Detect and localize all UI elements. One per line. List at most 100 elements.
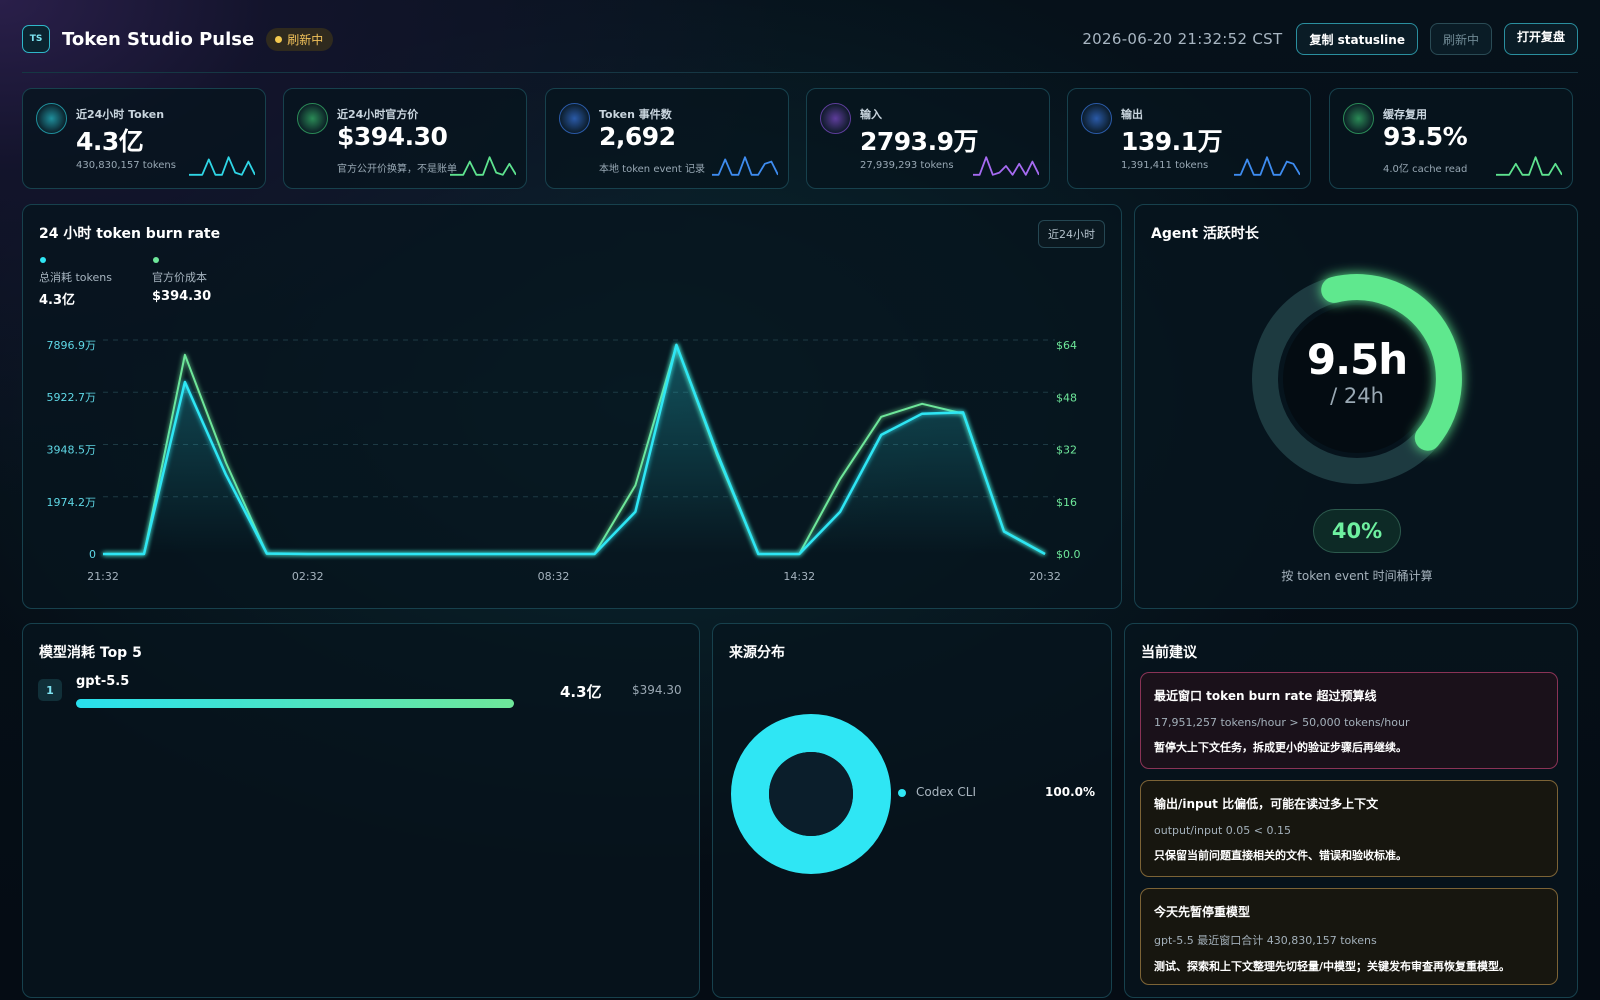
model-share-bar [76, 699, 514, 708]
stat-label: 输入 [860, 108, 882, 121]
sparkline [1496, 156, 1562, 176]
advice-action: 只保留当前问题直接相关的文件、错误和验收标准。 [1154, 849, 1407, 862]
sparkline [973, 156, 1039, 176]
stat-label: 输出 [1121, 108, 1143, 121]
model-name: gpt-5.5 [76, 674, 130, 689]
app-title: Token Studio Pulse [62, 28, 255, 50]
legend-cost-dot [153, 257, 159, 263]
cache-icon [1343, 103, 1374, 134]
y-right-tick-label: $32 [1056, 444, 1077, 457]
donut-hole [769, 752, 853, 836]
active-hours-value: 9.5h [1306, 335, 1408, 384]
cost-icon [297, 103, 328, 134]
copy-statusline-button[interactable]: 复制 statusline [1296, 23, 1418, 55]
refresh-button[interactable]: 刷新中 [1429, 23, 1492, 55]
stat-sub: 本地 token event 记录 [599, 164, 705, 175]
stat-label: 近24小时官方价 [337, 108, 419, 121]
model-tokens: 4.3亿 [560, 683, 602, 701]
stat-sub: 1,391,411 tokens [1121, 160, 1209, 171]
donut-slice-codex-cli [731, 714, 891, 874]
x-tick-label: 08:32 [538, 570, 570, 583]
legend-cost-label: 官方价成本 [152, 271, 207, 284]
advice-card-context[interactable]: 输出/input 比偏低，可能在读过多上下文 output/input 0.05… [1140, 780, 1558, 877]
advice-title: 当前建议 [1141, 645, 1197, 661]
advice-metric: 17,951,257 tokens/hour > 50,000 tokens/h… [1154, 716, 1410, 729]
models-title: 模型消耗 Top 5 [39, 645, 142, 661]
y-right-tick-label: $64 [1056, 339, 1077, 352]
range-chip[interactable]: 近24小时 [1038, 220, 1105, 248]
status-badge-label: 刷新中 [287, 32, 324, 47]
stat-label: 缓存复用 [1383, 108, 1427, 121]
sparkline-path [712, 156, 778, 176]
tokens-series-line [103, 343, 1046, 556]
sparkline-path [1234, 156, 1300, 176]
advice-panel: 当前建议 最近窗口 token burn rate 超过预算线 17,951,2… [1124, 623, 1578, 998]
y-left-tick-label: 7896.9万 [47, 339, 97, 352]
ring-inner [1283, 305, 1431, 453]
y-right-tick-label: $0.0 [1056, 548, 1081, 561]
legend-tokens-label: 总消耗 tokens [39, 271, 112, 284]
burn-rate-panel: 24 小时 token burn rate 近24小时 总消耗 tokens 4… [22, 204, 1122, 609]
model-rank: 1 [38, 679, 62, 701]
stat-sub: 4.0亿 cache read [1383, 164, 1468, 175]
current-datetime: 2026-06-20 21:32:52 CST [1082, 30, 1283, 48]
advice-metric: gpt-5.5 最近窗口合计 430,830,157 tokens [1154, 934, 1377, 947]
ring-center: 9.5h / 24h [1257, 335, 1457, 408]
stat-sub: 430,830,157 tokens [76, 160, 176, 171]
stat-card-input: 输入 2793.9万 27,939,293 tokens [806, 88, 1050, 189]
status-dot-icon [275, 35, 283, 43]
sparkline [189, 156, 255, 176]
model-bar-track [76, 699, 514, 708]
sparkline-path [189, 156, 255, 176]
stat-card-tokens: 近24小时 Token 4.3亿 430,830,157 tokens [22, 88, 266, 189]
y-right-tick-label: $48 [1056, 391, 1077, 404]
tokens-area [103, 344, 1045, 554]
agent-active-panel: Agent 活跃时长 9.5h / 24h 40% 按 token event … [1134, 204, 1578, 609]
y-left-tick-label: 5922.7万 [47, 391, 97, 404]
advice-card-model[interactable]: 今天先暂停重模型 gpt-5.5 最近窗口合计 430,830,157 toke… [1140, 888, 1558, 985]
stat-value: 2,692 [599, 122, 676, 151]
legend-tokens-value: 4.3亿 [39, 293, 76, 308]
output-icon [1081, 103, 1112, 134]
advice-metric: output/input 0.05 < 0.15 [1154, 824, 1291, 837]
stat-label: Token 事件数 [599, 108, 672, 121]
sparkline [712, 156, 778, 176]
x-tick-label: 20:32 [1029, 570, 1061, 583]
active-percent-badge: 40% [1313, 509, 1401, 553]
status-badge: 刷新中 [266, 27, 334, 51]
x-tick-label: 21:32 [87, 570, 119, 583]
burn-rate-chart: 0 1974.2万 3948.5万 5922.7万 7896.9万 $0.0 $16 $32 $… [47, 339, 1081, 583]
active-caption: 按 token event 时间桶计算 [1281, 569, 1433, 583]
legend-tokens-dot [40, 257, 46, 263]
stat-card-events: Token 事件数 2,692 本地 token event 记录 [545, 88, 789, 189]
stat-card-output: 输出 139.1万 1,391,411 tokens [1067, 88, 1311, 189]
input-icon [820, 103, 851, 134]
y-left-tick-label: 3948.5万 [47, 443, 97, 456]
header-divider [22, 72, 1578, 73]
active-hours-ring [1252, 274, 1462, 484]
sparkline [450, 156, 516, 176]
stat-sub: 官方公开价换算，不是账单 [337, 164, 457, 175]
sparkline-path [973, 156, 1039, 176]
x-tick-label: 14:32 [783, 570, 815, 583]
y-right-tick-label: $16 [1056, 496, 1077, 509]
ring-progress-arc [1321, 274, 1462, 451]
open-review-button[interactable]: 打开复盘 [1503, 23, 1578, 55]
stat-value: 93.5% [1383, 122, 1468, 151]
top-bar: TS Token Studio Pulse 刷新中 2026-06-20 21:… [22, 20, 1578, 58]
y-left-tick-label: 1974.2万 [47, 496, 97, 509]
source-legend-dot [898, 789, 906, 797]
stat-card-cost: 近24小时官方价 $394.30 官方公开价换算，不是账单 [283, 88, 527, 189]
agent-active-title: Agent 活跃时长 [1151, 226, 1259, 242]
sparkline-path [450, 156, 516, 176]
stat-sub: 27,939,293 tokens [860, 160, 954, 171]
stat-value: 2793.9万 [860, 127, 978, 156]
app-logo: TS [22, 25, 50, 53]
stat-value: $394.30 [337, 122, 448, 151]
active-hours-total: / 24h [1330, 384, 1384, 408]
advice-title-text: 今天先暂停重模型 [1154, 905, 1251, 919]
burn-rate-title: 24 小时 token burn rate [39, 226, 221, 242]
advice-title-text: 输出/input 比偏低，可能在读过多上下文 [1154, 797, 1379, 811]
advice-card-burn-rate[interactable]: 最近窗口 token burn rate 超过预算线 17,951,257 to… [1140, 672, 1558, 769]
stat-value: 4.3亿 [76, 127, 144, 156]
